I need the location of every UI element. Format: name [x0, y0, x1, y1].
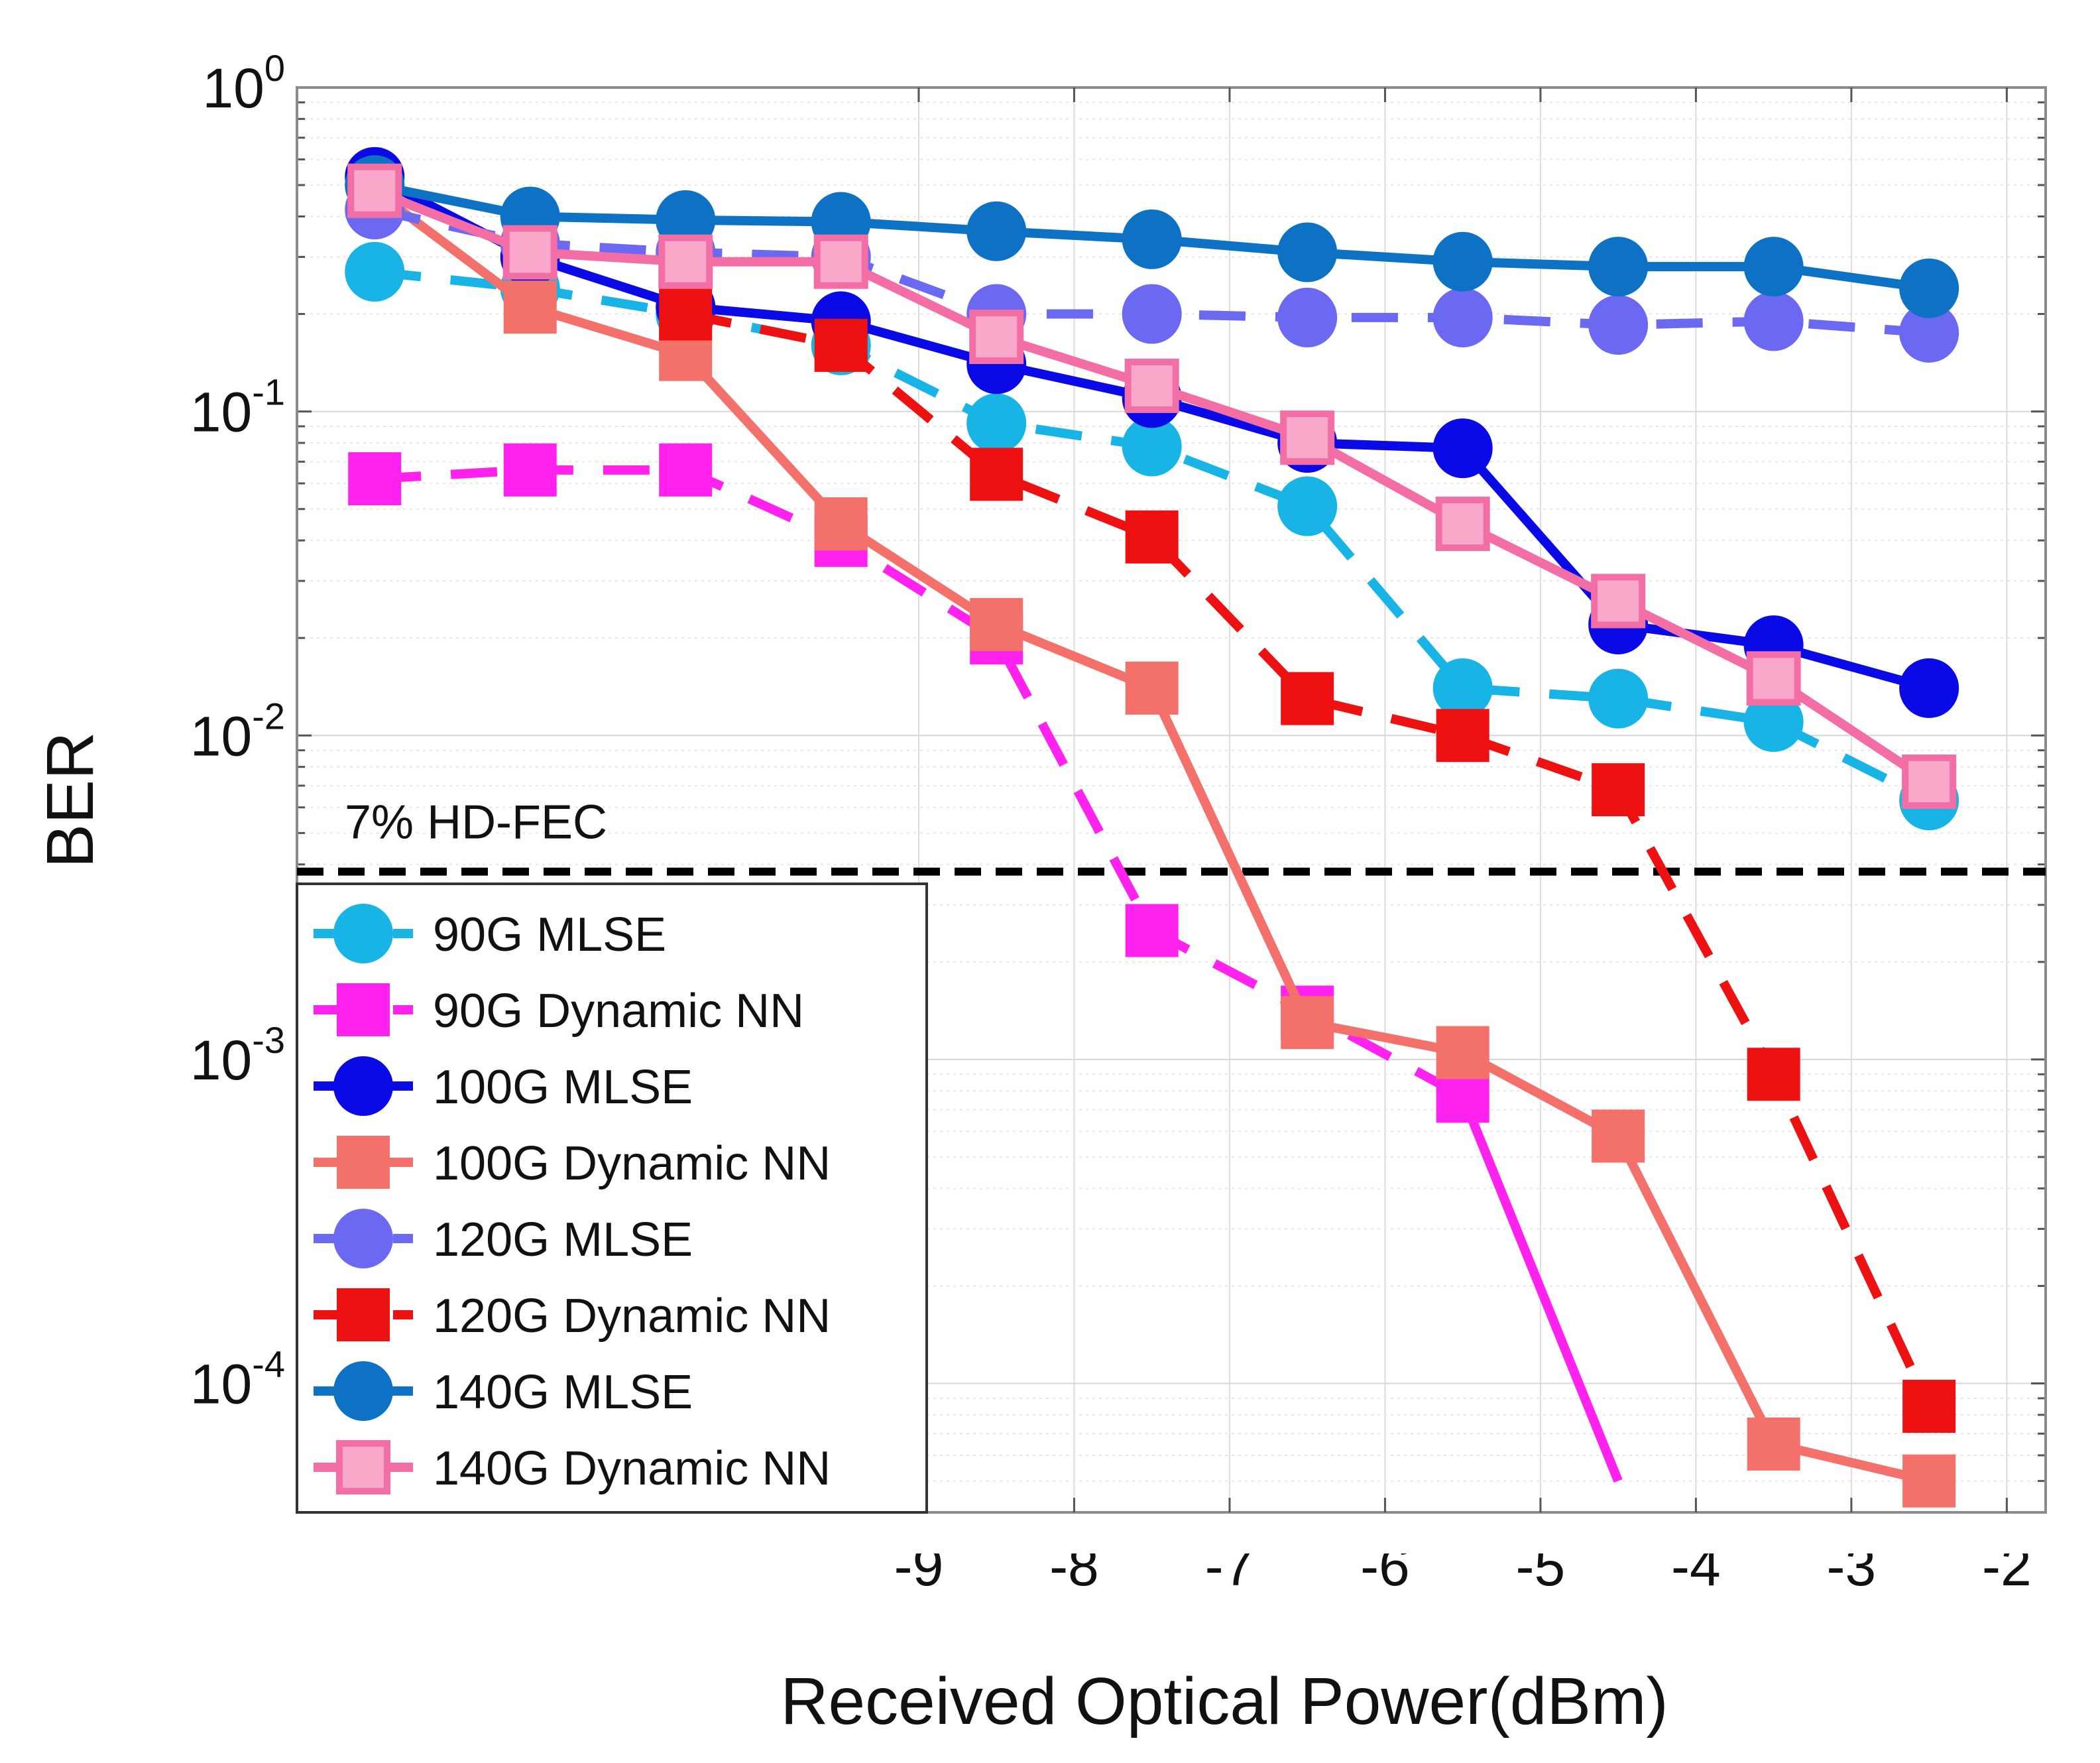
data-point — [1902, 754, 1957, 809]
data-point — [1592, 1109, 1645, 1163]
data-point — [1435, 497, 1490, 552]
data-point — [659, 443, 713, 497]
data-point — [1436, 709, 1489, 762]
legend-label: 100G MLSE — [433, 1061, 693, 1114]
legend-marker — [337, 1288, 390, 1341]
series-group — [298, 147, 2044, 1553]
legend-marker — [333, 1209, 393, 1268]
legend-marker — [337, 983, 390, 1036]
data-point — [348, 452, 402, 506]
legend-marker — [336, 1440, 390, 1494]
data-point — [1746, 651, 1801, 706]
data-point — [1277, 287, 1338, 347]
plot-frame — [296, 86, 2047, 1514]
data-point — [813, 234, 868, 289]
legend-entry: 120G Dynamic NN — [314, 1288, 831, 1343]
data-point — [1591, 574, 1646, 629]
data-point — [1277, 222, 1338, 282]
legend-entry: 90G Dynamic NN — [314, 983, 804, 1038]
data-point — [1436, 1026, 1489, 1079]
legend-entry: 90G MLSE — [314, 904, 666, 963]
y-tick-label: 10-2 — [190, 695, 285, 767]
series-line — [1458, 1094, 1623, 1483]
data-point — [1122, 284, 1182, 344]
data-point — [345, 241, 405, 302]
legend-label: 140G Dynamic NN — [433, 1442, 831, 1495]
legend-label: 90G Dynamic NN — [433, 985, 804, 1038]
data-point — [1747, 1417, 1800, 1471]
legend-label: 100G Dynamic NN — [433, 1137, 831, 1190]
legend-marker — [337, 1136, 390, 1189]
legend: 90G MLSE 90G Dynamic NN 100G MLSE 100G Dyna… — [296, 882, 928, 1514]
data-point — [1277, 476, 1338, 536]
data-point — [1432, 231, 1493, 292]
data-point — [1902, 1380, 1956, 1433]
data-point — [659, 287, 713, 341]
series-120g-dynamic-nn — [659, 287, 1956, 1433]
data-point — [970, 448, 1023, 501]
x-axis-title: Received Optical Power(dBm) — [780, 1664, 1668, 1738]
legend-box — [296, 882, 928, 1514]
data-point — [347, 163, 402, 218]
data-point — [1122, 209, 1182, 269]
legend-entry: 140G Dynamic NN — [314, 1440, 831, 1495]
data-point — [966, 201, 1027, 261]
data-point — [1588, 668, 1649, 729]
data-point — [970, 597, 1023, 651]
data-point — [1281, 996, 1334, 1050]
legend-entry: 100G MLSE — [314, 1056, 693, 1116]
data-point — [1899, 658, 1959, 718]
data-point — [1743, 291, 1804, 351]
data-point — [502, 225, 557, 280]
y-axis: 100 10-1 10-2 10-3 10-4 — [190, 47, 285, 1416]
data-point — [1280, 410, 1335, 465]
data-point — [814, 497, 868, 551]
data-point — [966, 393, 1027, 454]
y-tick-label: 10-4 — [190, 1343, 285, 1416]
data-point — [503, 443, 557, 497]
legend-entry: 120G MLSE — [314, 1209, 693, 1268]
legend-marker — [333, 904, 393, 963]
data-point — [1899, 258, 1959, 318]
data-point — [1747, 1048, 1800, 1101]
data-point — [1902, 1454, 1956, 1508]
data-point — [1743, 237, 1804, 297]
legend-label: 120G MLSE — [433, 1213, 693, 1266]
y-tick-label: 10-1 — [190, 371, 285, 444]
y-axis-title: BER — [33, 732, 107, 869]
data-point — [1124, 358, 1179, 413]
data-point — [1125, 661, 1179, 715]
y-tick-label: 10-3 — [190, 1019, 285, 1091]
legend-marker — [333, 1056, 393, 1116]
legend-label: 140G MLSE — [433, 1366, 693, 1419]
legend-marker — [333, 1361, 393, 1421]
data-point — [1592, 763, 1645, 817]
data-point — [1125, 904, 1179, 957]
data-point — [658, 234, 713, 289]
data-point — [1125, 510, 1179, 564]
legend-entry: 140G MLSE — [314, 1361, 693, 1421]
data-point — [1432, 287, 1493, 347]
hd-fec-label: 7% HD-FEC — [345, 796, 607, 849]
data-point — [503, 280, 557, 334]
legend-label: 120G Dynamic NN — [433, 1290, 831, 1343]
axis-mask — [298, 1514, 2044, 1553]
legend-entry: 100G Dynamic NN — [314, 1136, 831, 1190]
y-tick-label: 100 — [202, 47, 285, 119]
data-point — [1588, 295, 1649, 355]
data-point — [1432, 418, 1493, 479]
data-point — [1588, 237, 1649, 297]
legend-label: 90G MLSE — [433, 908, 666, 961]
data-point — [969, 310, 1024, 365]
data-point — [1281, 672, 1334, 725]
data-point — [814, 318, 868, 372]
data-point — [1432, 658, 1493, 718]
series-140g-dynamic-nn — [347, 163, 1957, 809]
data-point — [1436, 1069, 1489, 1123]
